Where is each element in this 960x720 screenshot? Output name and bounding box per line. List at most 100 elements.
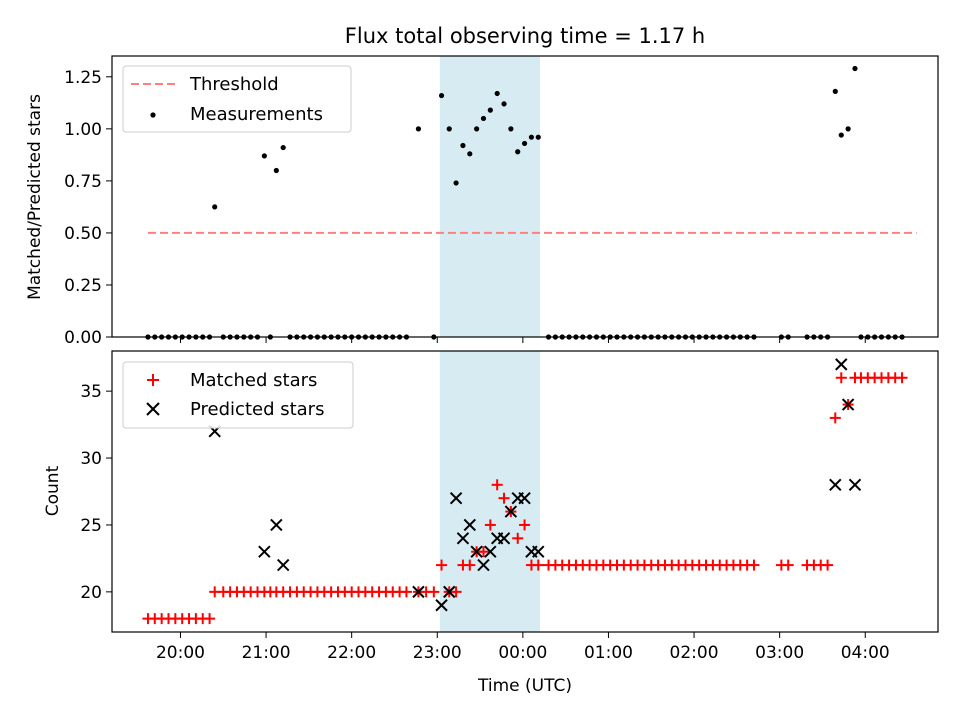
matched-star-point	[835, 372, 847, 384]
matched-star-point	[204, 613, 216, 625]
measurement-point	[261, 153, 267, 159]
bottom-panel: 20 25 30 35 20:00 21:00 22:00 23:00 00:00 01:00 0…	[43, 350, 939, 696]
top-legend-box	[122, 65, 352, 133]
bot-ytick-label: 25	[80, 516, 102, 536]
predicted-star-point	[497, 532, 511, 545]
top-y-axis-label: Matched/Predicted stars	[25, 94, 45, 300]
bot-ytick-label: 30	[80, 449, 102, 469]
top-ytick-label: 1.00	[64, 120, 102, 140]
top-observing-span	[439, 56, 540, 337]
top-ytick-label: 0.00	[64, 328, 102, 348]
measurement-point	[528, 134, 535, 140]
measurement-point	[453, 180, 459, 186]
x-b	[449, 491, 463, 505]
x-axis-label: Time (UTC)	[477, 676, 572, 696]
measurement-point	[460, 142, 466, 149]
matched-star-point	[491, 479, 503, 491]
predicted-star-point	[470, 545, 483, 558]
matched-star-point	[450, 586, 462, 598]
xtick-label: 00:00	[498, 643, 547, 663]
top-ytick-label: 1.25	[64, 68, 102, 88]
measurement-point	[467, 151, 473, 157]
x-b	[841, 398, 855, 411]
measurement-point	[487, 107, 493, 113]
matched-star-point	[484, 519, 496, 531]
matched-star-point	[400, 586, 412, 598]
top-ytick-label: 0.50	[64, 224, 102, 244]
x-b	[504, 505, 518, 518]
top-legend: Threshold Measurements	[122, 65, 352, 133]
top-panel: 0.00 0.25 0.50 0.75 1.00 1.25 Matched/Predict…	[25, 55, 939, 348]
measurement-point	[280, 144, 286, 151]
predicted-star-point	[829, 478, 842, 492]
measurement-point	[832, 88, 838, 94]
xtick-label: 04:00	[841, 643, 890, 663]
xtick-label: 20:00	[156, 643, 205, 663]
predicted-star-point	[532, 545, 545, 558]
measurement-point	[212, 204, 218, 210]
measurement-point	[415, 126, 422, 132]
matched-star-point	[436, 559, 448, 571]
measurement-point	[508, 126, 514, 132]
predicted-star-point	[435, 599, 448, 612]
bottom-y-axis-label: Count	[43, 465, 63, 516]
x-b	[435, 599, 448, 612]
legend-measurements-label: Measurements	[190, 104, 323, 125]
predicted-star-point	[276, 558, 290, 572]
legend-predicted-label: Predicted stars	[190, 399, 324, 420]
matched-star-point	[748, 559, 760, 571]
xtick-label: 03:00	[755, 643, 804, 663]
xtick-label: 21:00	[242, 643, 291, 663]
top-axes-frame	[111, 55, 939, 338]
bot-ytick-label: 20	[80, 583, 102, 603]
predicted-star-point	[841, 398, 855, 411]
bottom-axes-frame	[111, 350, 939, 633]
x-b	[532, 545, 545, 558]
predicted-star-point	[456, 532, 470, 545]
x-b	[848, 478, 862, 492]
matched-star-point	[782, 559, 794, 571]
top-ytick-label: 0.75	[64, 172, 102, 192]
top-ytick-label: 0.25	[64, 276, 102, 296]
matched-star-point	[519, 519, 531, 531]
legend-matched-swatch	[147, 374, 159, 386]
matched-star-point	[498, 492, 510, 504]
measurement-point	[515, 149, 521, 155]
x-b	[443, 585, 456, 599]
bot-ytick-label: 35	[80, 382, 102, 402]
measurement-point	[446, 126, 452, 132]
predicted-star-point	[504, 505, 518, 518]
predicted-star-point	[848, 478, 862, 492]
legend-matched-label: Matched stars	[190, 370, 317, 391]
x-b	[497, 532, 511, 545]
x-b	[477, 558, 490, 572]
x-b	[456, 532, 470, 545]
predicted-star-point	[258, 545, 271, 558]
bottom-legend: Matched stars Predicted stars	[122, 361, 354, 429]
bottom-legend-box	[122, 361, 354, 429]
measurement-point	[852, 65, 858, 72]
predicted-star-point	[463, 518, 476, 532]
measurement-point	[438, 92, 445, 99]
xtick-label: 01:00	[584, 643, 633, 663]
x-b	[829, 478, 842, 492]
matched-star-point	[428, 586, 440, 598]
xtick-label: 22:00	[327, 643, 376, 663]
matched-star-point	[464, 559, 476, 571]
legend-measurements-swatch	[150, 112, 156, 118]
measurement-point	[521, 140, 528, 147]
predicted-star-point	[412, 585, 425, 599]
predicted-star-point	[835, 358, 848, 371]
measurement-point	[535, 134, 541, 140]
matched-star-point	[532, 559, 544, 571]
x-b	[835, 358, 848, 371]
matched-star-point	[477, 546, 489, 558]
predicted-star-point	[443, 585, 456, 599]
matched-star-point	[896, 372, 908, 384]
x-b	[463, 518, 476, 532]
chart-title: Flux total observing time = 1.17 h	[345, 24, 705, 48]
legend-threshold-label: Threshold	[189, 74, 279, 95]
measurement-point	[474, 126, 480, 132]
x-b	[470, 545, 483, 558]
x-b	[484, 545, 497, 558]
